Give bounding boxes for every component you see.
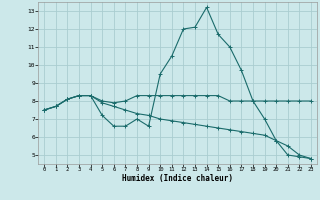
X-axis label: Humidex (Indice chaleur): Humidex (Indice chaleur): [122, 174, 233, 183]
